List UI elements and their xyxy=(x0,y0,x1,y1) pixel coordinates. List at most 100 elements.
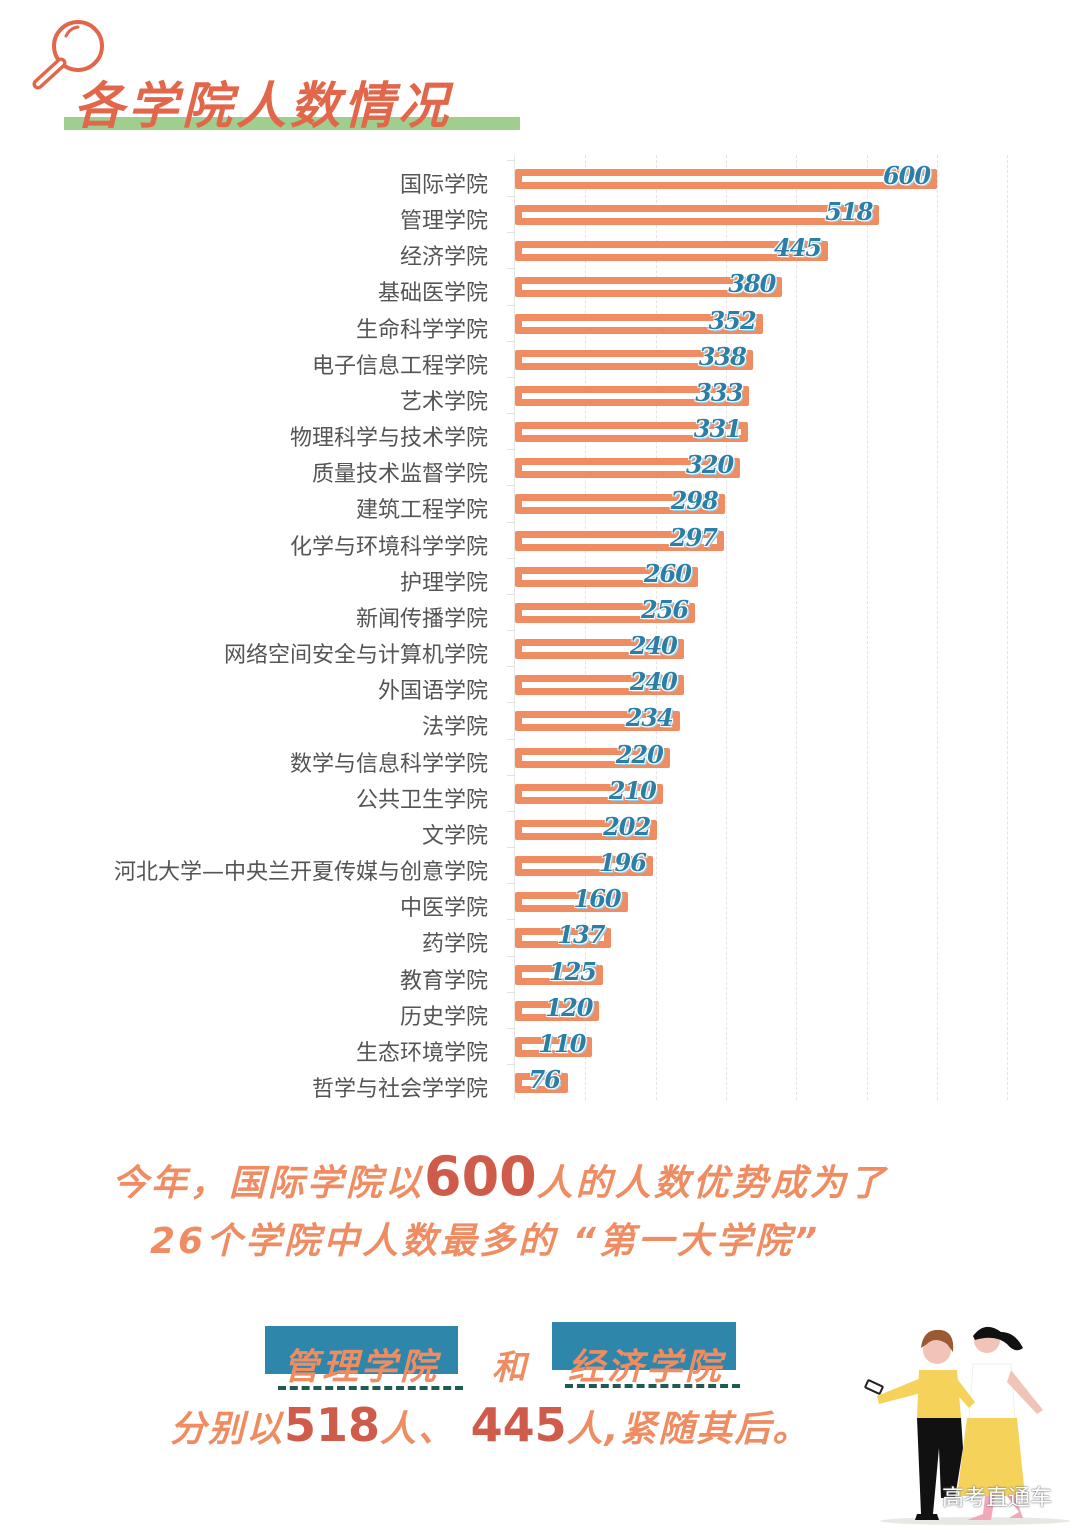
bar xyxy=(515,964,603,985)
chart-row: 河北大学—中央兰开夏传媒与创意学院 196 xyxy=(0,847,1080,885)
summary-line-1-suffix: 人的人数优势成为了 xyxy=(536,1163,888,1204)
bar-inner-stripe xyxy=(522,429,741,436)
gridline xyxy=(1007,155,1009,1100)
bar xyxy=(515,169,937,189)
bar xyxy=(515,639,684,660)
axis-tick xyxy=(507,1027,515,1029)
bar-inner-stripe xyxy=(522,790,656,797)
bar-inner-stripe xyxy=(522,1080,562,1086)
axis-tick xyxy=(507,413,515,415)
bar-value-label: 160 xyxy=(573,884,622,914)
category-label: 建筑工程学院 xyxy=(355,498,488,524)
bar xyxy=(515,530,724,551)
bar xyxy=(515,747,670,768)
dashed-underline-2 xyxy=(565,1384,740,1388)
axis-tick xyxy=(507,774,515,776)
chart-row: 基础医学院 380 xyxy=(0,268,1080,307)
bar xyxy=(515,819,658,840)
bar-value-label: 220 xyxy=(615,739,664,769)
axis-tick xyxy=(507,702,515,704)
bar-inner-stripe xyxy=(522,284,776,291)
category-label: 生态环境学院 xyxy=(355,1040,488,1066)
category-label: 教育学院 xyxy=(399,968,488,994)
chart-row: 管理学院 518 xyxy=(0,196,1080,234)
bar-inner-stripe xyxy=(522,320,756,327)
box-label-management: 管理学院 xyxy=(283,1347,440,1388)
chart-row: 药学院 137 xyxy=(0,919,1080,957)
axis-tick xyxy=(507,557,515,559)
bar-inner-stripe xyxy=(522,248,821,255)
axis-tick xyxy=(507,919,515,921)
bar-inner-stripe xyxy=(522,465,734,472)
bar xyxy=(515,783,663,804)
axis-tick xyxy=(507,955,515,957)
phrase-text: “第一大学院” xyxy=(572,1221,821,1262)
axis-tick xyxy=(507,991,515,993)
axis-tick xyxy=(507,1064,515,1065)
category-label: 文学院 xyxy=(421,823,488,849)
bar xyxy=(515,602,696,623)
axis-tick xyxy=(507,160,515,161)
axis-tick xyxy=(507,196,515,198)
number-text: 518 xyxy=(284,1398,381,1452)
chart-row: 法学院 234 xyxy=(0,702,1080,741)
bar-inner-stripe xyxy=(522,176,930,182)
axis-tick xyxy=(507,883,515,885)
bar xyxy=(515,1073,569,1093)
chart-row: 生态环境学院 110 xyxy=(0,1027,1080,1066)
axis-tick xyxy=(507,268,515,270)
line3-suffix: 人,紧随其后。 xyxy=(566,1409,811,1450)
y-axis-line xyxy=(514,155,515,1100)
chart-row: 公共卫生学院 210 xyxy=(0,774,1080,813)
bar-value-label: 333 xyxy=(695,377,743,407)
bar xyxy=(515,1000,600,1021)
bar xyxy=(515,458,741,479)
bar-inner-stripe xyxy=(522,935,605,942)
bar-value-label: 120 xyxy=(545,992,593,1022)
axis-tick xyxy=(507,666,515,668)
category-label: 质量技术监督学院 xyxy=(311,462,488,488)
and-text: 和 xyxy=(492,1348,526,1388)
category-label: 基础医学院 xyxy=(377,281,488,307)
bar-inner-stripe xyxy=(522,573,691,580)
bar-value-label: 125 xyxy=(548,956,597,986)
box-management xyxy=(265,1326,458,1374)
dashed-underline-1 xyxy=(278,1386,463,1390)
number-text: 445 xyxy=(470,1398,567,1452)
gridline xyxy=(936,155,938,1100)
axis-tick xyxy=(507,738,515,740)
chart-row: 物理科学与技术学院 331 xyxy=(0,413,1080,451)
category-label: 生命科学学院 xyxy=(355,317,488,343)
chart-row: 护理学院 260 xyxy=(0,557,1080,596)
bar-value-label: 331 xyxy=(693,414,742,444)
bar-value-label: 352 xyxy=(708,305,757,335)
bar-inner-stripe xyxy=(522,1007,593,1014)
category-label: 法学院 xyxy=(421,715,488,741)
bar xyxy=(515,711,680,732)
bar-inner-stripe xyxy=(522,392,743,399)
highlight-phrase: “第一大学院” xyxy=(566,1212,827,1270)
category-label: 化学与环境科学学院 xyxy=(289,534,488,560)
axis-tick xyxy=(507,340,515,342)
chart-row: 外国语学院 240 xyxy=(0,666,1080,704)
bar xyxy=(515,494,725,515)
chart-row: 哲学与社会学学院 76 xyxy=(0,1064,1080,1102)
bar-value-label: 210 xyxy=(608,775,657,805)
bar-value-label: 196 xyxy=(598,848,647,878)
line3-mid: 人、 xyxy=(380,1409,457,1450)
axis-tick xyxy=(507,304,515,306)
bar-value-label: 320 xyxy=(686,450,734,480)
axis-tick xyxy=(507,847,515,849)
bar-value-label: 380 xyxy=(728,269,776,299)
bar-value-label: 137 xyxy=(557,920,605,950)
category-label: 哲学与社会学学院 xyxy=(311,1077,488,1102)
bar-chart: 国际学院 600 管理学院 518 经济学院 445 基础医学院 380 生命科学学院 352 电子… xyxy=(0,155,1080,1105)
bar-value-label: 445 xyxy=(773,233,822,263)
axis-tick xyxy=(507,630,515,632)
bar xyxy=(515,856,653,877)
chart-row: 历史学院 120 xyxy=(0,991,1080,1030)
gridline xyxy=(585,155,587,1100)
axis-tick xyxy=(507,376,515,378)
highlight-number-518: 518 xyxy=(282,1398,383,1452)
box-economics xyxy=(552,1322,736,1370)
